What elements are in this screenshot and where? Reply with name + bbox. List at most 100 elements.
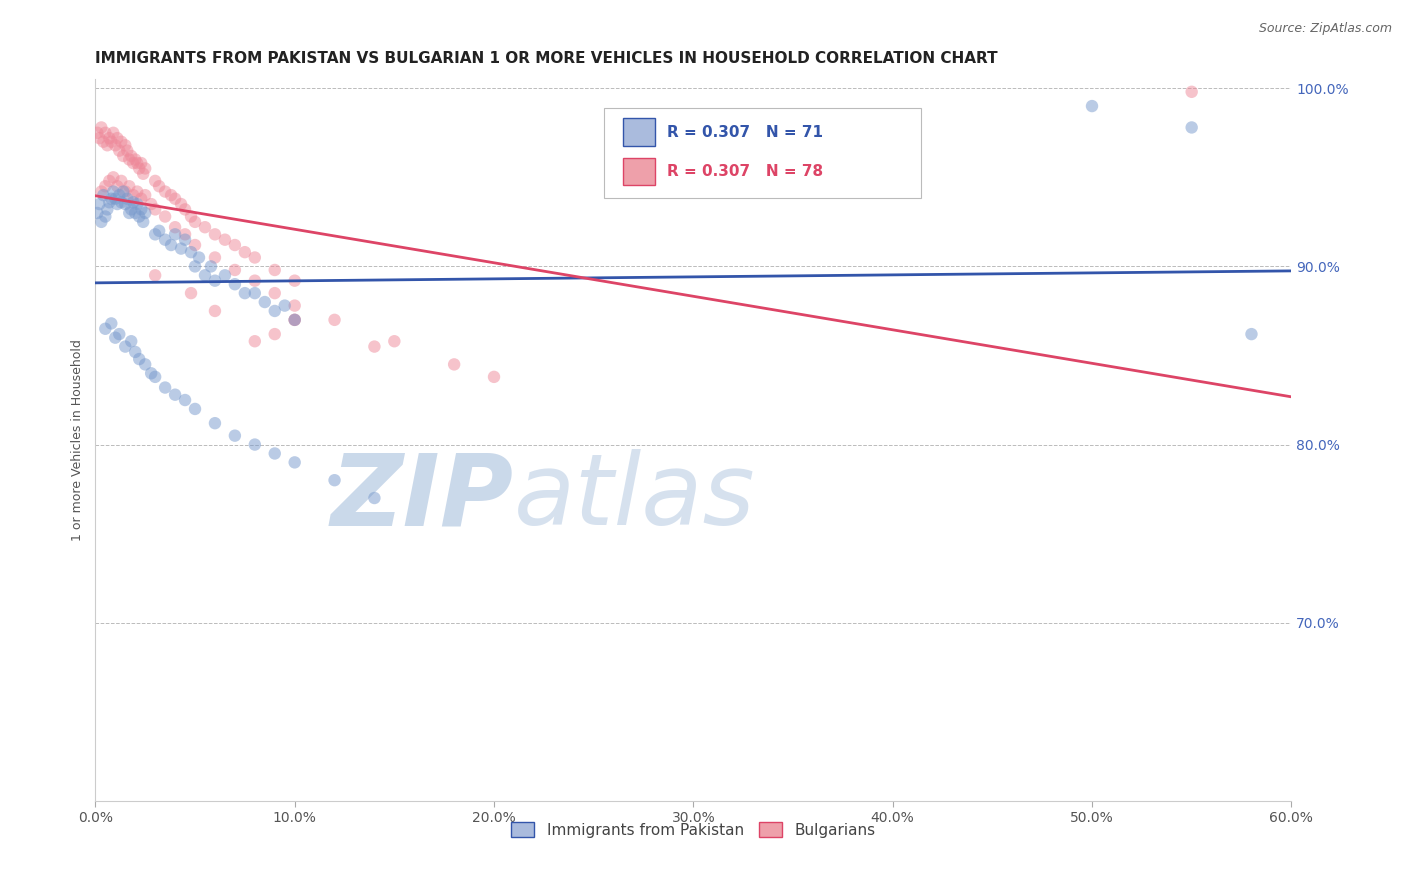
Point <box>443 358 465 372</box>
Point <box>112 149 135 163</box>
Point <box>127 156 149 170</box>
Point <box>204 274 226 288</box>
Point <box>180 210 202 224</box>
Point <box>194 268 217 283</box>
Point <box>103 185 125 199</box>
Point <box>86 206 108 220</box>
Point <box>90 120 112 135</box>
Point <box>184 401 207 416</box>
Point <box>128 161 150 176</box>
Point <box>132 215 155 229</box>
Point <box>122 156 145 170</box>
Point <box>263 286 285 301</box>
Point <box>1081 99 1104 113</box>
Point <box>224 238 246 252</box>
Point <box>94 179 117 194</box>
Point <box>141 197 163 211</box>
Point <box>86 126 108 140</box>
Point <box>141 367 163 381</box>
Point <box>114 138 136 153</box>
Point <box>94 210 117 224</box>
Point <box>100 135 122 149</box>
Point <box>114 185 136 199</box>
Point <box>214 233 236 247</box>
Point <box>184 238 207 252</box>
Point <box>91 135 114 149</box>
Point <box>91 188 114 202</box>
Point <box>284 299 307 313</box>
Point <box>148 179 170 194</box>
FancyBboxPatch shape <box>623 119 655 145</box>
Point <box>94 322 117 336</box>
Point <box>482 369 505 384</box>
Point <box>204 416 226 430</box>
Point <box>204 304 226 318</box>
Point <box>243 334 266 349</box>
Point <box>174 202 197 217</box>
Point <box>204 251 226 265</box>
Point <box>180 286 202 301</box>
Point <box>110 174 132 188</box>
Point <box>174 392 197 407</box>
Point <box>112 185 135 199</box>
Point <box>160 188 183 202</box>
Point <box>170 197 193 211</box>
Point <box>124 153 146 167</box>
Point <box>129 192 152 206</box>
Point <box>118 179 141 194</box>
Point <box>263 263 285 277</box>
Point <box>98 131 121 145</box>
Point <box>128 210 150 224</box>
Point <box>263 446 285 460</box>
Point <box>134 358 156 372</box>
Point <box>200 260 222 274</box>
Point <box>148 224 170 238</box>
Text: R = 0.307   N = 78: R = 0.307 N = 78 <box>666 164 823 179</box>
Point <box>204 227 226 242</box>
Point <box>188 251 211 265</box>
Point <box>214 268 236 283</box>
Text: Source: ZipAtlas.com: Source: ZipAtlas.com <box>1258 22 1392 36</box>
Y-axis label: 1 or more Vehicles in Household: 1 or more Vehicles in Household <box>72 339 84 541</box>
Point <box>134 188 156 202</box>
Point <box>143 227 166 242</box>
Point <box>233 245 256 260</box>
Point <box>118 206 141 220</box>
Point <box>165 192 187 206</box>
Point <box>143 369 166 384</box>
Point <box>94 126 117 140</box>
Point <box>134 206 156 220</box>
FancyBboxPatch shape <box>623 158 655 186</box>
Point <box>143 174 166 188</box>
Point <box>243 274 266 288</box>
Point <box>184 215 207 229</box>
Point <box>382 334 405 349</box>
Point <box>233 286 256 301</box>
Point <box>117 192 139 206</box>
Point <box>129 156 152 170</box>
Point <box>224 428 246 442</box>
Point <box>1240 327 1263 342</box>
Point <box>124 345 146 359</box>
Point <box>105 179 128 194</box>
Point <box>89 131 111 145</box>
Point <box>127 185 149 199</box>
Point <box>165 227 187 242</box>
Point <box>323 473 346 487</box>
Point <box>284 455 307 469</box>
Point <box>153 380 176 394</box>
Point <box>165 220 187 235</box>
Point <box>114 197 136 211</box>
Point <box>120 202 142 217</box>
Point <box>274 299 297 313</box>
Point <box>110 195 132 210</box>
Point <box>284 313 307 327</box>
Point <box>89 197 111 211</box>
Point <box>120 149 142 163</box>
Point <box>243 437 266 451</box>
Point <box>284 274 307 288</box>
Point <box>160 238 183 252</box>
Text: atlas: atlas <box>515 450 755 546</box>
Point <box>363 491 385 505</box>
Point <box>253 295 276 310</box>
